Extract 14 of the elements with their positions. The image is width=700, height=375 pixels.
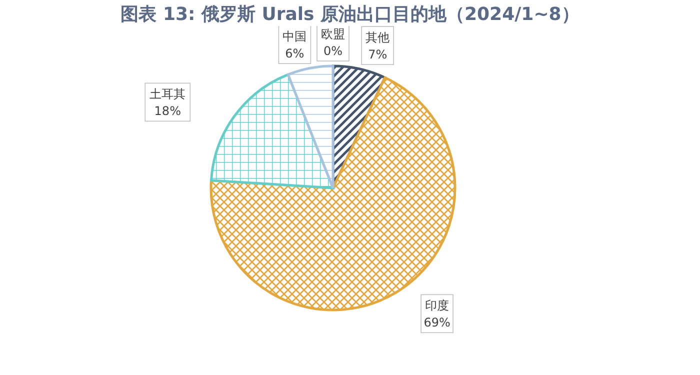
- slice-label: 印度: [425, 298, 450, 313]
- data-label: 69%: [424, 316, 450, 330]
- slice-label: 土耳其: [150, 87, 186, 102]
- pie-slice: [210, 76, 456, 312]
- pie-slice: [210, 73, 334, 190]
- data-label: 6%: [285, 46, 304, 61]
- data-label: 18%: [154, 104, 181, 118]
- slice-label: 中国: [282, 30, 307, 44]
- category-label: 欧盟: [321, 27, 345, 41]
- slice-label: 其他: [366, 30, 390, 45]
- chart-title: 图表 13: 俄罗斯 Urals 原油出口目的地（2024/1~8）: [120, 3, 580, 26]
- data-label: 7%: [368, 48, 388, 62]
- text: 0%: [323, 44, 343, 58]
- pie-slice: [286, 64, 334, 190]
